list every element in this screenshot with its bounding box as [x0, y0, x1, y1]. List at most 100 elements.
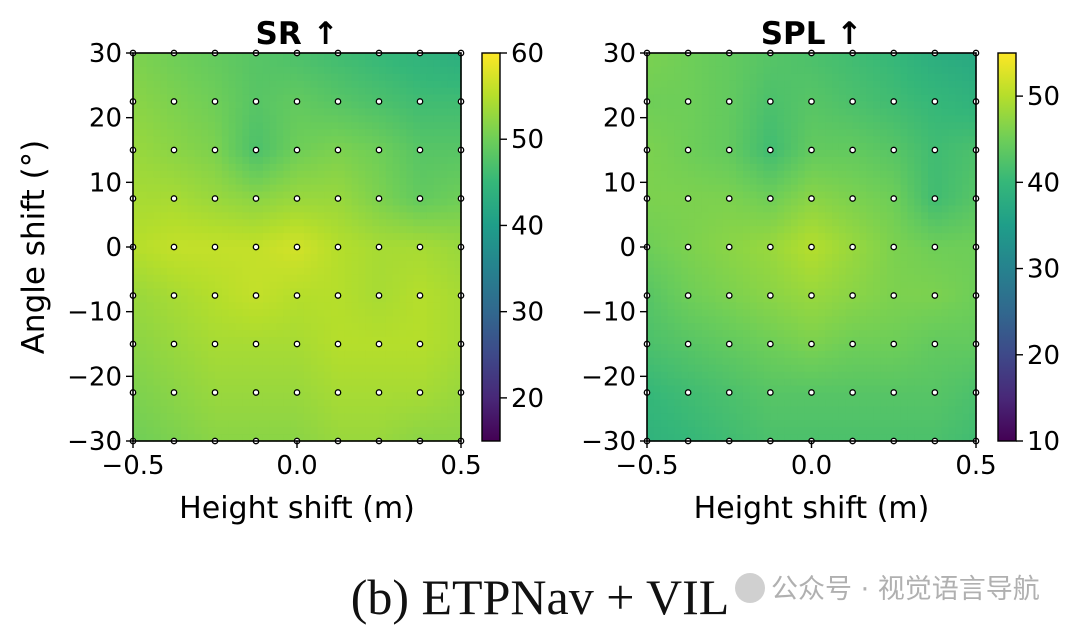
heatmap-cell: [406, 73, 414, 82]
heatmap-cell: [426, 219, 435, 227]
heatmap-cell: [962, 163, 970, 172]
heatmap-cell: [160, 240, 168, 248]
heatmap-cell: [674, 337, 682, 345]
heatmap-cell: [153, 177, 161, 186]
heatmap-cell: [660, 281, 669, 290]
heatmap-cell: [880, 198, 888, 207]
heatmap-cell: [694, 87, 703, 96]
heatmap-cell: [948, 191, 957, 200]
heatmap-cell: [694, 191, 703, 200]
heatmap-cell: [221, 350, 230, 359]
heatmap-cell: [447, 163, 455, 172]
heatmap-cell: [688, 163, 696, 172]
heatmap-cell: [866, 108, 874, 116]
heatmap-cell: [797, 226, 806, 234]
heatmap-cell: [297, 122, 305, 130]
heatmap-cell: [852, 122, 861, 130]
heatmap-cell: [283, 406, 291, 414]
heatmap-cell: [790, 302, 799, 310]
heatmap-cell: [385, 247, 394, 255]
heatmap-cell: [784, 302, 792, 310]
heatmap-cell: [351, 101, 360, 110]
heatmap-cell: [852, 323, 861, 331]
heatmap-cell: [276, 87, 284, 96]
heatmap-cell: [139, 420, 148, 428]
heatmap-cell: [228, 420, 237, 428]
heatmap-cell: [804, 163, 813, 172]
heatmap-cell: [317, 226, 325, 234]
heatmap-cell: [385, 309, 394, 317]
heatmap-cell: [153, 253, 161, 262]
heatmap-cell: [228, 309, 237, 317]
heatmap-cell: [208, 108, 216, 116]
heatmap-cell: [948, 323, 957, 331]
heatmap-cell: [873, 150, 881, 158]
heatmap-cell: [880, 316, 888, 324]
heatmap-cell: [249, 406, 257, 414]
heatmap-cell: [681, 129, 689, 137]
heatmap-cell: [777, 143, 785, 151]
heatmap-cell: [399, 288, 407, 297]
heatmap-cell: [139, 399, 148, 407]
heatmap-cell: [681, 316, 689, 324]
heatmap-cell: [201, 108, 209, 116]
heatmap-cell: [818, 226, 826, 234]
heatmap-cell: [722, 198, 730, 207]
heatmap-cell: [845, 344, 854, 352]
heatmap-cell: [701, 316, 710, 324]
heatmap-cell: [763, 150, 771, 158]
heatmap-cell: [351, 420, 360, 428]
heatmap-cell: [187, 205, 196, 213]
heatmap-cell: [969, 240, 977, 248]
heatmap-cell: [647, 150, 655, 158]
heatmap-cell: [344, 205, 353, 213]
heatmap-cell: [763, 163, 771, 172]
heatmap-cell: [818, 350, 826, 359]
heatmap-cell: [160, 115, 168, 123]
heatmap-cell: [351, 177, 360, 186]
heatmap-cell: [722, 101, 730, 110]
heatmap-cell: [420, 309, 428, 317]
heatmap-cell: [688, 212, 696, 220]
heatmap-cell: [269, 274, 278, 283]
heatmap-cell: [736, 240, 744, 248]
heatmap-cell: [701, 337, 710, 345]
heatmap-cell: [221, 66, 230, 75]
heatmap-cell: [174, 427, 182, 435]
heatmap-cell: [440, 337, 448, 345]
heatmap-cell: [420, 129, 428, 137]
heatmap-cell: [756, 59, 765, 68]
heatmap-cell: [426, 143, 435, 151]
heatmap-cell: [372, 219, 380, 227]
heatmap-cell: [413, 219, 421, 227]
heatmap-cell: [365, 53, 373, 61]
heatmap-cell: [262, 143, 271, 151]
heatmap-cell: [832, 323, 840, 331]
heatmap-cell: [900, 219, 909, 227]
heatmap-cell: [647, 87, 655, 96]
heatmap-cell: [433, 302, 442, 310]
heatmap-cell: [969, 122, 977, 130]
heatmap-cell: [160, 163, 168, 172]
heatmap-cell: [194, 337, 202, 345]
heatmap-cell: [756, 309, 765, 317]
heatmap-cell: [262, 233, 271, 241]
heatmap-cell: [331, 413, 339, 421]
heatmap-cell: [701, 80, 710, 89]
heatmap-cell: [825, 344, 833, 352]
heatmap-cell: [139, 205, 148, 213]
heatmap-cell: [688, 309, 696, 317]
heatmap-cell: [790, 364, 799, 373]
heatmap-cell: [276, 344, 284, 352]
heatmap-cell: [426, 150, 435, 158]
heatmap-cell: [194, 184, 202, 193]
heatmap-cell: [873, 247, 881, 255]
heatmap-cell: [694, 136, 703, 144]
heatmap-cell: [133, 323, 141, 331]
heatmap-cell: [777, 357, 785, 366]
heatmap-cell: [303, 80, 312, 89]
heatmap-cell: [228, 302, 237, 310]
heatmap-cell: [921, 129, 929, 137]
heatmap-cell: [146, 350, 155, 359]
heatmap-cell: [365, 357, 373, 366]
